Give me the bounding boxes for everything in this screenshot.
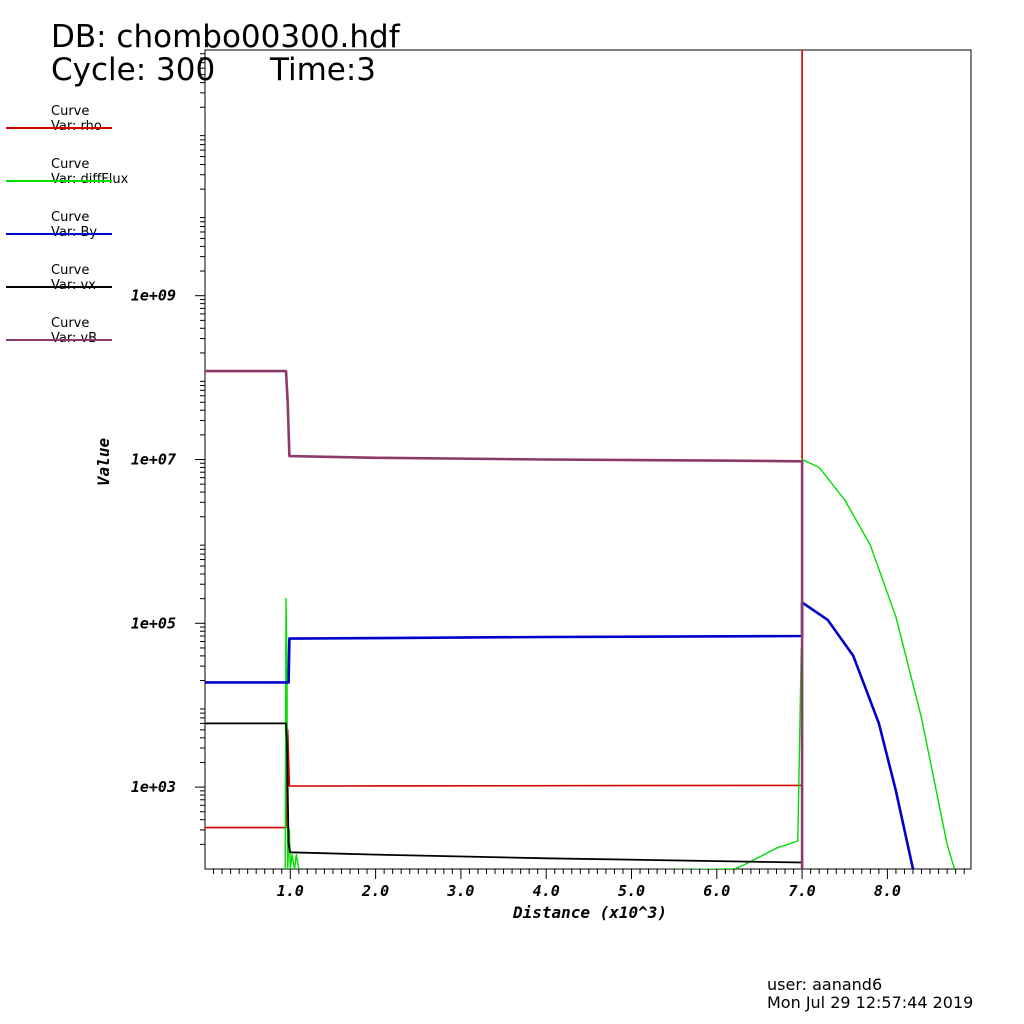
legend-item-rho: Curve Var: rho <box>0 105 115 155</box>
y-axis-ticks: 1e+03 1e+05 1e+07 1e+09 <box>131 287 205 796</box>
series-layer <box>205 50 956 869</box>
series-line-vb <box>205 369 804 869</box>
cycle-label: Cycle: 300 <box>51 52 216 88</box>
legend-var-label: Var: By <box>51 225 98 240</box>
user-label: user: aanand6 <box>767 975 883 994</box>
x-tick-label: 6.0 <box>703 882 730 900</box>
x-tick-label: 7.0 <box>789 882 816 900</box>
legend-line <box>6 180 112 182</box>
db-title: DB: chombo00300.hdf <box>51 19 400 55</box>
y-tick-label: 1e+05 <box>131 614 176 632</box>
x-tick-label: 3.0 <box>446 882 474 900</box>
x-axis-ticks: 1.0 2.0 3.0 4.0 5.0 6.0 7.0 8.0 <box>277 869 901 900</box>
x-tick-label: 2.0 <box>361 882 389 900</box>
legend-kind-label: Curve <box>51 316 90 331</box>
legend-item-vb: Curve Var: vB <box>0 317 115 367</box>
x-tick-label: 5.0 <box>618 882 645 900</box>
x-tick-label: 4.0 <box>533 882 560 900</box>
legend-var-label: Var: rho <box>51 119 102 134</box>
y-axis-title: Value <box>94 438 113 487</box>
legend-line <box>6 339 112 341</box>
legend-var-label: Var: vB <box>51 331 98 346</box>
series-line-vx <box>205 722 803 864</box>
legend-item-by: Curve Var: By <box>0 211 115 261</box>
x-axis-title: Distance (x10^3) <box>512 903 667 922</box>
x-tick-label: 1.0 <box>277 882 304 900</box>
legend-item-diffflux: Curve Var: diffFlux <box>0 157 128 208</box>
legend-kind-label: Curve <box>51 157 90 172</box>
legend-kind-label: Curve <box>51 210 90 225</box>
timestamp-label: Mon Jul 29 12:57:44 2019 <box>767 993 974 1012</box>
y-tick-label: 1e+09 <box>131 287 176 305</box>
x-minor-ticks <box>213 869 965 874</box>
legend-line <box>6 233 112 235</box>
x-tick-label: 8.0 <box>874 882 901 900</box>
y-minor-ticks <box>200 53 205 845</box>
legend-var-label: Var: vx <box>51 278 96 293</box>
time-label: Time:3 <box>270 52 377 88</box>
legend-item-vx: Curve Var: vx <box>0 264 115 314</box>
series-line-by <box>205 601 915 869</box>
legend-kind-label: Curve <box>51 263 90 278</box>
legend-line <box>6 286 112 288</box>
series-line-diffflux <box>284 458 956 869</box>
legend-line <box>6 127 112 129</box>
y-tick-label: 1e+07 <box>131 451 176 469</box>
y-tick-label: 1e+03 <box>131 778 176 796</box>
legend-var-label: Var: diffFlux <box>51 172 129 187</box>
legend-kind-label: Curve <box>51 104 90 119</box>
